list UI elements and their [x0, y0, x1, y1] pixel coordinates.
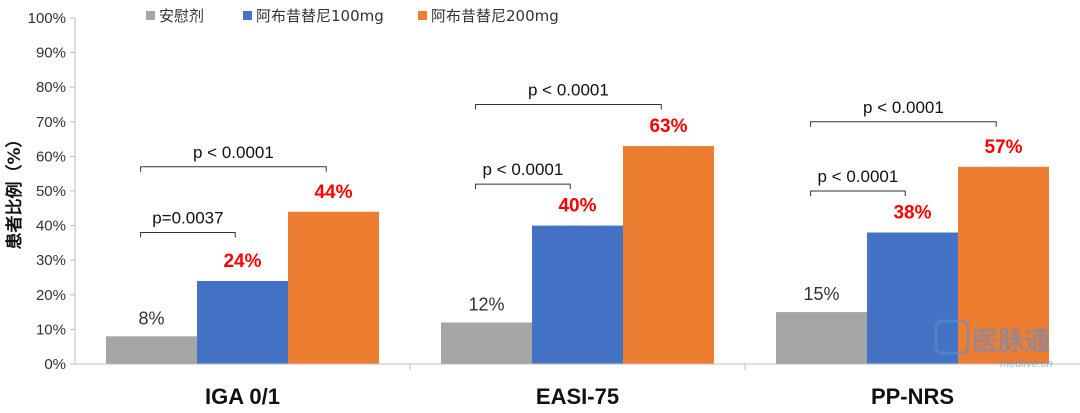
data-label: 40%: [558, 196, 596, 217]
legend-label: 阿布昔替尼100mg: [256, 7, 384, 25]
legend-swatch: [146, 11, 155, 20]
watermark-logo-icon: [934, 319, 970, 355]
data-label: 8%: [138, 308, 164, 328]
significance-bracket: [475, 183, 571, 190]
significance-bracket: [140, 232, 236, 238]
y-tick-label: 40%: [36, 218, 66, 235]
data-label: 15%: [803, 284, 839, 304]
p-value-label: p < 0.0001: [528, 81, 609, 100]
y-tick-label: 30%: [36, 252, 66, 269]
watermark: 医脉通 medlive.cn: [934, 319, 1053, 370]
category-label: PP-NRS: [871, 384, 954, 409]
data-label: 12%: [468, 294, 504, 314]
p-value-label: p < 0.0001: [193, 143, 274, 162]
y-tick-label: 90%: [36, 45, 66, 62]
significance-annotations: p=0.0037 p < 0.0001 p < 0.0001 p < 0.0001 p …: [140, 81, 997, 238]
data-label: 24%: [223, 251, 261, 272]
p-value-label: p < 0.0001: [863, 98, 944, 117]
significance-bracket: [475, 104, 662, 110]
y-tick-label: 70%: [36, 114, 66, 131]
x-axis: IGA 0/1 EASI-75 PP-NRS: [75, 363, 1080, 409]
bar: [288, 211, 379, 364]
y-tick-label: 100%: [28, 10, 66, 27]
y-tick-label: 20%: [36, 287, 66, 304]
watermark-text: 医脉通: [972, 327, 1050, 357]
category-label: EASI-75: [536, 384, 619, 409]
y-tick-label: 80%: [36, 79, 66, 96]
significance-bracket: [810, 121, 997, 127]
bar: [106, 336, 197, 364]
data-label: 57%: [984, 137, 1022, 158]
data-label: 38%: [893, 203, 931, 224]
y-tick-label: 0%: [44, 356, 66, 373]
y-tick-label: 50%: [36, 183, 66, 200]
legend: 安慰剂 阿布昔替尼100mg 阿布昔替尼200mg: [146, 7, 559, 25]
y-axis: 0% 10% 20% 30% 40% 50% 60% 70% 80% 90% 100%: [28, 10, 76, 373]
bar: [197, 280, 288, 364]
watermark-url: medlive.cn: [1000, 358, 1053, 370]
p-value-label: p < 0.0001: [817, 167, 898, 186]
y-tick-label: 10%: [36, 321, 66, 338]
y-axis-label: 患者比例（%）: [4, 130, 25, 249]
bar: [441, 322, 532, 364]
bar: [776, 312, 867, 364]
p-value-label: p < 0.0001: [482, 160, 563, 179]
significance-bracket: [810, 190, 906, 196]
legend-label: 安慰剂: [159, 7, 204, 25]
data-label: 44%: [314, 182, 352, 203]
data-label: 63%: [649, 116, 687, 137]
bar: [532, 225, 623, 364]
legend-swatch: [243, 11, 252, 20]
legend-swatch: [418, 11, 427, 20]
significance-bracket: [140, 166, 327, 172]
bar: [958, 166, 1049, 364]
bar: [867, 232, 958, 364]
legend-label: 阿布昔替尼200mg: [431, 7, 559, 25]
y-tick-label: 60%: [36, 148, 66, 165]
p-value-label: p=0.0037: [152, 209, 223, 228]
bars: 8% 12% 15% 24% 40% 38% 44% 63% 57%: [106, 116, 1049, 364]
bar: [623, 146, 714, 364]
category-label: IGA 0/1: [205, 384, 280, 409]
